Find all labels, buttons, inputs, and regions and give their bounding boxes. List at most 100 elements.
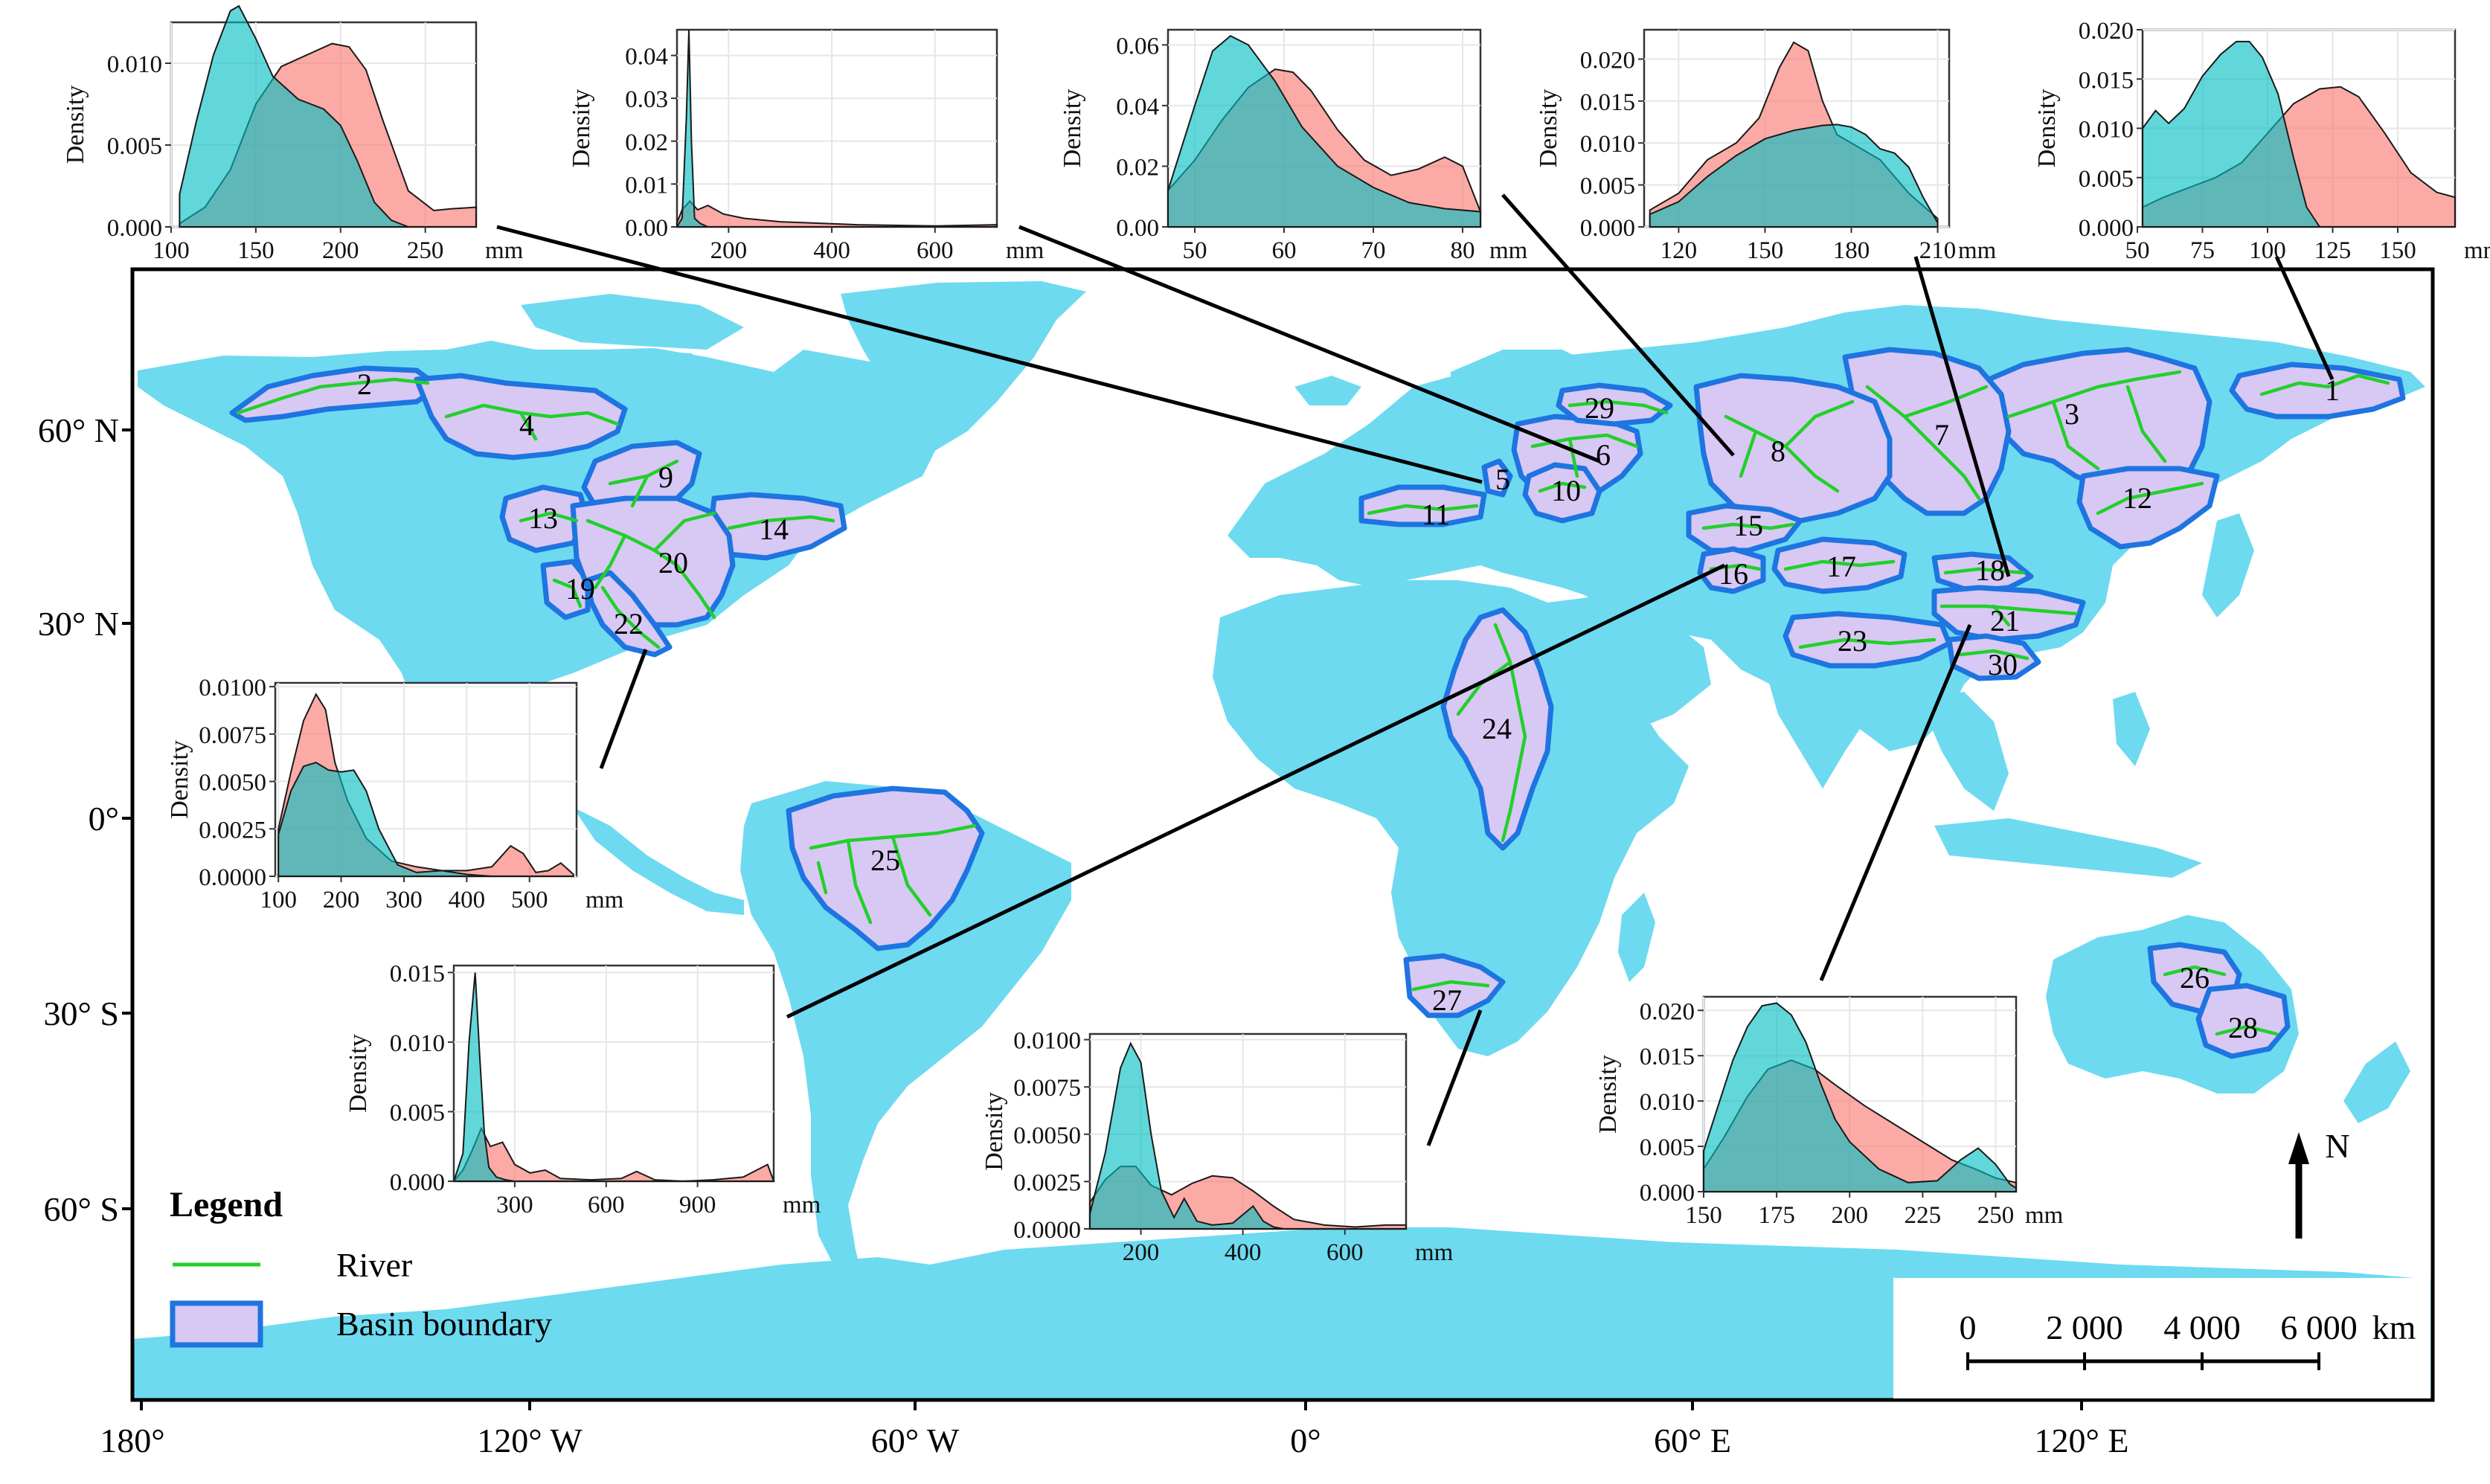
basin-label-19: 19 — [565, 572, 595, 606]
lat-label: 0° — [89, 800, 119, 838]
land-arctic-islands — [521, 294, 744, 350]
river — [1701, 522, 1795, 530]
basin-label-28: 28 — [2228, 1011, 2258, 1044]
inset-ytick-label: 0.04 — [625, 44, 668, 71]
north-arrow-label: N — [2325, 1127, 2349, 1165]
inset-xunit: mm — [1006, 237, 1045, 264]
lon-label: 60° W — [871, 1422, 960, 1459]
land-japan — [2202, 513, 2254, 617]
inset-ytick-label: 0.000 — [390, 1169, 445, 1196]
land-philippines — [2113, 692, 2150, 766]
density-inset-3: 0.00 0.02 0.04 0.06 50 60 70 80 mm Density — [1059, 28, 1528, 264]
inset-xtick-label: 200 — [710, 237, 748, 264]
landmasses — [132, 281, 2433, 1400]
basin-label-16: 16 — [1719, 557, 1748, 591]
inset-ytick-label: 0.005 — [1640, 1134, 1695, 1161]
land-india — [1763, 655, 1875, 788]
basin-label-13: 13 — [528, 501, 558, 535]
inset-ytick-label: 0.0000 — [199, 864, 266, 891]
scale-bar-label: 4 000 — [2163, 1308, 2241, 1346]
inset-ytick-label: 0.0100 — [199, 675, 266, 701]
density-curve-teal — [1089, 1041, 1284, 1230]
connector — [599, 649, 648, 769]
inset-ytick-label: 0.0050 — [199, 770, 266, 797]
inset-xtick-label: 75 — [2190, 237, 2215, 264]
river — [1939, 604, 2078, 627]
inset-xtick-label: 70 — [1361, 237, 1386, 264]
basin-8 — [1693, 373, 1893, 524]
inset-xtick-label: 80 — [1451, 237, 1475, 264]
density-curve-teal — [676, 29, 709, 228]
scale-bar-label: 0 — [1960, 1308, 1977, 1346]
inset-ylabel: Density — [1535, 89, 1562, 168]
inset-xtick-label: 150 — [2379, 237, 2416, 264]
river — [2163, 965, 2227, 977]
density-inset-8: 0.0000 0.0025 0.0050 0.0075 0.0100 200 400 600 m… — [981, 1028, 1454, 1266]
lon-label: 180° — [100, 1422, 164, 1459]
inset-ytick-label: 0.02 — [1116, 154, 1159, 181]
river — [1783, 559, 1896, 571]
river — [2096, 481, 2204, 515]
inset-ytick-label: 0.0100 — [1013, 1028, 1081, 1055]
basin-28 — [2195, 983, 2291, 1059]
legend-basin-swatch — [170, 1300, 263, 1348]
inset-xtick-label: 225 — [1905, 1202, 1942, 1229]
basin-label-29: 29 — [1585, 391, 1614, 425]
river — [585, 511, 716, 620]
inset-xtick-label: 300 — [385, 887, 423, 913]
inset-xunit: mm — [1489, 237, 1528, 264]
river — [552, 578, 583, 608]
inset-ytick-label: 0.020 — [1640, 998, 1695, 1025]
inset-ytick-label: 0.00 — [625, 215, 668, 242]
land-north-america — [138, 341, 945, 818]
connector — [1819, 624, 1972, 981]
inset-xtick-label: 200 — [1123, 1239, 1160, 1266]
basin-25 — [786, 786, 985, 951]
scale-bar-unit: km — [2372, 1308, 2416, 1346]
lon-label: 60° E — [1654, 1422, 1731, 1459]
inset-ytick-label: 0.010 — [1580, 131, 1635, 158]
density-curve-teal — [1649, 123, 1939, 228]
inset-ytick-label: 0.015 — [1580, 89, 1635, 116]
inset-ylabel: Density — [62, 86, 89, 164]
inset-ytick-label: 0.005 — [107, 133, 162, 160]
inset-xunit: mm — [585, 887, 624, 913]
inset-ytick-label: 0.06 — [1116, 33, 1159, 60]
river — [2006, 370, 2182, 471]
inset-ytick-label: 0.0050 — [1013, 1122, 1081, 1149]
legend-basin-label: Basin boundary — [336, 1305, 552, 1343]
density-inset-1: 0.000 0.005 0.010 100 150 200 250 mm Density — [62, 4, 524, 264]
inset-plot-area — [676, 28, 998, 228]
basin-19 — [540, 559, 591, 620]
river — [519, 511, 579, 523]
inset-ytick-label: 0.020 — [2079, 18, 2134, 45]
basins-layer — [229, 347, 2406, 1059]
basin-label-30: 30 — [1988, 648, 2018, 681]
river — [1798, 637, 1937, 649]
connector — [1018, 225, 1600, 463]
inset-xunit: mm — [485, 237, 524, 264]
basin-5 — [1481, 458, 1513, 498]
inset-ytick-label: 0.01 — [625, 172, 668, 199]
north-arrow-head — [2288, 1132, 2309, 1164]
river — [236, 377, 430, 415]
inset-xtick-label: 250 — [1977, 1202, 2015, 1229]
basin-labels: 1 2 3 4 5 6 7 8 9 10 11 12 13 14 15 16 1… — [357, 367, 2340, 1044]
inset-ytick-label: 0.0075 — [1013, 1075, 1081, 1102]
basin-10 — [1522, 462, 1602, 524]
inset-ytick-label: 0.010 — [390, 1030, 445, 1057]
inset-ytick-label: 0.005 — [2079, 166, 2134, 193]
land-se-asia — [1919, 692, 2009, 811]
lon-label: 120° W — [477, 1422, 583, 1459]
basin-label-18: 18 — [1975, 553, 2005, 587]
river — [608, 459, 679, 508]
inset-ytick-label: 0.04 — [1116, 94, 1159, 121]
river — [1724, 399, 1855, 493]
inset-ytick-label: 0.0025 — [199, 817, 266, 844]
inset-ytick-label: 0.0025 — [1013, 1169, 1081, 1196]
land-arctic-islands-2 — [625, 350, 714, 402]
basin-label-6: 6 — [1596, 438, 1611, 472]
river — [2215, 1024, 2279, 1036]
inset-xtick-label: 600 — [588, 1192, 625, 1218]
land-greenland — [841, 281, 1086, 454]
